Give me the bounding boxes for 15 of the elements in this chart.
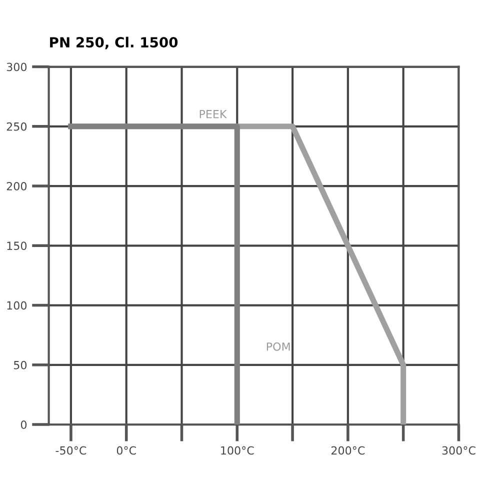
x-tick-label: -50°C — [56, 446, 86, 455]
annotation: PEEK — [200, 110, 228, 118]
y-tick-label: 200 — [6, 182, 27, 190]
y-tick-label: 300 — [6, 62, 27, 72]
y-tick-label: 250 — [6, 122, 27, 131]
x-tick-label: 0°C — [116, 446, 136, 455]
y-tick-label: 0 — [20, 420, 27, 429]
chart-title: PN 250, Cl. 1500 — [50, 36, 178, 50]
x-tick-label: 100°C — [221, 446, 254, 455]
y-tick-label: 150 — [7, 242, 27, 250]
annotation: POM — [266, 342, 290, 351]
y-tick-label: 100 — [7, 301, 27, 310]
x-tick-label: 300°C — [442, 446, 476, 455]
y-tick-label: 50 — [14, 360, 27, 370]
x-tick-label: 200°C — [331, 446, 365, 455]
